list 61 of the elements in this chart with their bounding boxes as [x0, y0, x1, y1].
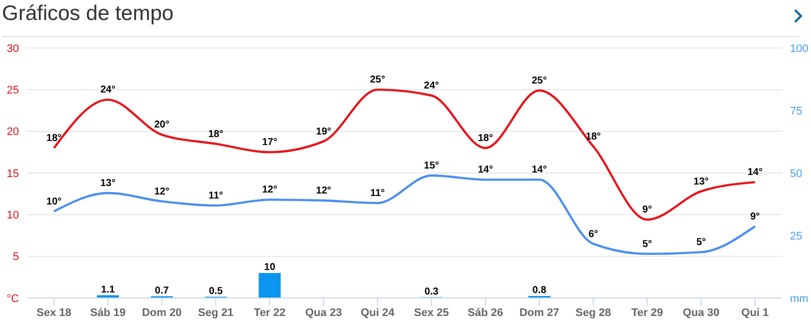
- data-label: 11°: [208, 190, 224, 202]
- data-label: 12°: [262, 184, 278, 196]
- chart-title: Gráficos de tempo: [2, 2, 174, 26]
- data-label: 11°: [370, 188, 385, 199]
- y2-tick-label: 100: [790, 42, 808, 55]
- data-label: 14°: [532, 164, 547, 176]
- y-tick-label: 30: [6, 42, 19, 55]
- y2-tick-label: 75: [790, 105, 802, 118]
- data-label: 0.5: [208, 286, 224, 297]
- x-tick-label: Ter 29: [631, 306, 663, 319]
- x-tick-label: Seg 21: [198, 306, 234, 319]
- data-label: 19°: [316, 126, 332, 138]
- data-label: 9°: [642, 204, 652, 216]
- y-tick-label: 20: [6, 126, 19, 138]
- data-label: 20°: [154, 120, 170, 131]
- x-tick-label: Sáb 26: [468, 306, 504, 319]
- data-label: 18°: [478, 133, 493, 144]
- y-tick-label: 25: [6, 84, 19, 97]
- x-tick-label: Sáb 19: [90, 306, 126, 319]
- data-label: 9°: [750, 211, 760, 222]
- x-tick-label: Sex 18: [36, 306, 72, 319]
- x-tick-label: Ter 22: [254, 306, 286, 319]
- data-label: 10°: [46, 196, 62, 208]
- data-label: 1.1: [100, 284, 116, 296]
- x-tick-label: Sex 25: [414, 306, 449, 319]
- y-tick-label: 15: [6, 168, 19, 180]
- data-label: 18°: [46, 133, 62, 144]
- data-label: 24°: [100, 84, 116, 96]
- x-tick-label: Qui 1: [741, 306, 769, 319]
- data-label: 0.3: [424, 286, 439, 298]
- x-tick-label: Seg 28: [576, 306, 611, 319]
- data-label: 6°: [588, 228, 598, 240]
- data-label: 12°: [154, 186, 170, 198]
- x-tick-label: Dom 20: [142, 306, 182, 319]
- data-label: 10: [264, 262, 276, 273]
- data-label: 5°: [642, 238, 652, 250]
- data-label: 24°: [424, 80, 440, 92]
- x-tick-label: Qua 30: [682, 306, 720, 319]
- data-label: 13°: [100, 178, 116, 189]
- data-label: 25°: [370, 74, 386, 86]
- data-label: 18°: [586, 131, 601, 142]
- y2-tick-label: 50: [790, 168, 802, 180]
- y2-tick-label: mm: [790, 292, 808, 305]
- data-label: 0.7: [154, 285, 170, 296]
- data-label: 13°: [694, 176, 709, 188]
- data-label: 14°: [478, 164, 493, 176]
- x-tick-label: Dom 27: [519, 306, 560, 319]
- data-label: 17°: [262, 137, 278, 148]
- x-tick-label: Qua 23: [305, 306, 342, 319]
- data-label: 25°: [532, 76, 547, 86]
- data-label: 14°: [747, 167, 763, 178]
- y-tick-label: 5: [12, 251, 19, 264]
- data-label: 0.8: [532, 285, 547, 296]
- data-label: 5°: [696, 237, 706, 248]
- y2-tick-label: 25: [790, 230, 802, 242]
- x-tick-label: Qui 24: [360, 306, 396, 319]
- data-label: 18°: [208, 128, 224, 140]
- data-label: 12°: [316, 186, 332, 196]
- y-tick-label: °C: [6, 292, 20, 305]
- data-label: 15°: [424, 160, 440, 172]
- y-tick-label: 10: [6, 210, 19, 222]
